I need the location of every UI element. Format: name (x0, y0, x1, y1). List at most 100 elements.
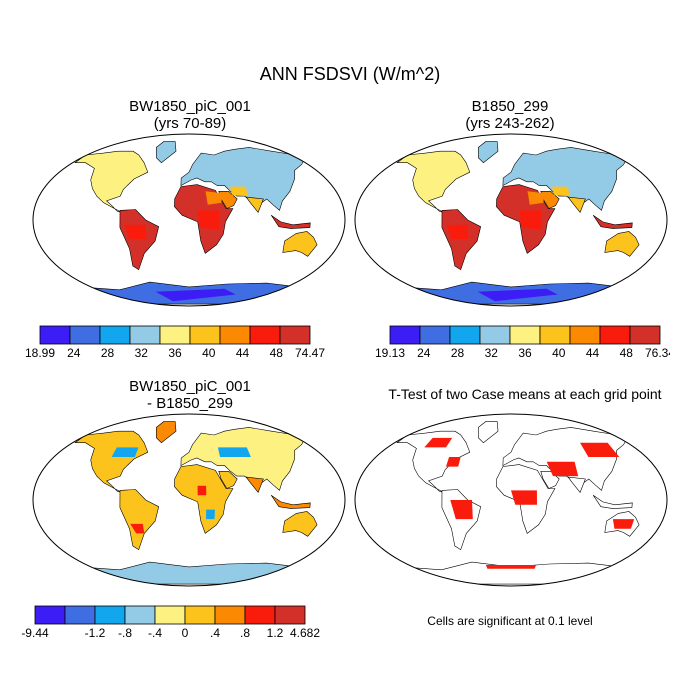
panel-title-line1: BW1850_piC_001 (129, 378, 251, 395)
colorbar-box (479, 325, 511, 345)
colorbar-label: 74.47 (295, 346, 325, 360)
map-border (354, 133, 668, 307)
colorbar-label: .4 (210, 626, 220, 640)
map-bw1850 (32, 133, 346, 307)
panel-title-line1: T-Test of two Case means at each grid po… (388, 386, 662, 402)
colorbar-box (184, 605, 216, 625)
colorbar-box (159, 325, 191, 345)
continent-northAmerica (396, 430, 471, 493)
colorbar-box (34, 605, 66, 625)
colorbar-box (94, 605, 126, 625)
colorbar-box (189, 325, 221, 345)
colorbar-label: 19.13 (375, 346, 405, 360)
colorbar-box (629, 325, 661, 345)
continent-northAmerica (396, 150, 471, 213)
colorbar-box (449, 325, 481, 345)
colorbar-label: 28 (101, 346, 115, 360)
continent-antarctica (401, 561, 621, 585)
continent-antarctica (79, 561, 299, 585)
colorbar-box (509, 325, 541, 345)
colorbar-label: 44 (236, 346, 250, 360)
colorbar-box (279, 325, 311, 345)
continent-southAmerica (119, 209, 160, 271)
colorbar-label: -1.2 (85, 626, 106, 640)
field-patch (197, 485, 207, 496)
continent-southAmerica (441, 209, 482, 271)
colorbar-label: 4.682 (290, 626, 320, 640)
panel-title-line2: - B1850_299 (147, 395, 233, 412)
significant-cells (612, 519, 635, 529)
continent-northAmerica (74, 430, 149, 493)
continent-greenland (155, 141, 177, 164)
colorbar-box (214, 605, 246, 625)
colorbar-box (64, 605, 96, 625)
significant-cells (546, 461, 579, 477)
colorbar-box (39, 325, 71, 345)
field-patch (551, 186, 570, 197)
map-ttest (354, 413, 668, 587)
continent-northAmerica (74, 150, 149, 213)
continent-indonesia (592, 214, 633, 229)
field-patch (124, 224, 147, 240)
field-patch (155, 288, 236, 302)
continent-indonesia (270, 494, 311, 509)
field-patch (527, 191, 545, 205)
significant-cells (580, 442, 620, 457)
continent-africa (174, 464, 234, 534)
continent-greenland (477, 421, 499, 444)
panel-title-diff: BW1850_piC_001 - B1850_299 (40, 378, 340, 412)
colorbar-label: 40 (552, 346, 566, 360)
field-patch (217, 447, 251, 457)
map-border (32, 133, 346, 307)
colorbar-label: -.4 (148, 626, 162, 640)
colorbar-label: 48 (270, 346, 284, 360)
continent-arabia (218, 470, 238, 489)
colorbar-label: 76.34 (645, 346, 670, 360)
continent-greenland (155, 421, 177, 444)
continent-india (567, 476, 586, 493)
field-patch (197, 210, 220, 230)
panel-title-line1: BW1850_piC_001 (129, 98, 251, 115)
panel-title-b1850: B1850_299 (yrs 243-262) (360, 98, 660, 132)
significant-cells (485, 565, 537, 569)
significant-cells (424, 437, 453, 448)
colorbar-label: 36 (168, 346, 182, 360)
panel-title-line2: (yrs 243-262) (465, 115, 555, 132)
significant-cells (450, 500, 473, 520)
panel-title-ttest: T-Test of two Case means at each grid po… (350, 386, 700, 403)
colorbar-label: 32 (485, 346, 499, 360)
colorbar-label: 1.2 (267, 626, 284, 640)
field-patch (130, 523, 145, 534)
colorbar-bw1850: 18.99 24 28 32 36 40 44 48 74.47 (25, 325, 325, 360)
continent-australia (604, 231, 640, 257)
colorbar-label: 32 (135, 346, 149, 360)
colorbar-label: 40 (202, 346, 216, 360)
colorbar-label: -.8 (118, 626, 132, 640)
colorbar-label: .8 (240, 626, 250, 640)
continent-india (245, 476, 264, 493)
colorbar-label: 18.99 (25, 346, 55, 360)
colorbar-b1850: 19.13 24 28 32 36 40 44 48 76.34 (375, 325, 670, 360)
continent-australia (282, 511, 318, 537)
field-patch (519, 210, 542, 230)
colorbar-label: -9.44 (21, 626, 49, 640)
colorbar-label: 48 (620, 346, 634, 360)
significant-cells (511, 490, 537, 505)
continent-eurasia (502, 147, 628, 211)
field-patch (229, 186, 248, 197)
colorbar-label: 0 (182, 626, 189, 640)
colorbar-box (274, 605, 306, 625)
colorbar-label: 28 (451, 346, 465, 360)
colorbar-diff: -9.44 -1.2 -.8 -.4 0 .4 .8 1.2 4.682 (21, 605, 320, 640)
colorbar-box (389, 325, 421, 345)
colorbar-box (244, 605, 276, 625)
continent-india (245, 196, 264, 213)
colorbar-label: 24 (67, 346, 81, 360)
panel-title-line2: (yrs 70-89) (153, 115, 227, 132)
field-patch (206, 509, 215, 520)
field-patch (111, 447, 139, 457)
map-diff (32, 413, 346, 587)
colorbar-box (569, 325, 601, 345)
colorbar-box (599, 325, 631, 345)
colorbar-label: 44 (586, 346, 600, 360)
